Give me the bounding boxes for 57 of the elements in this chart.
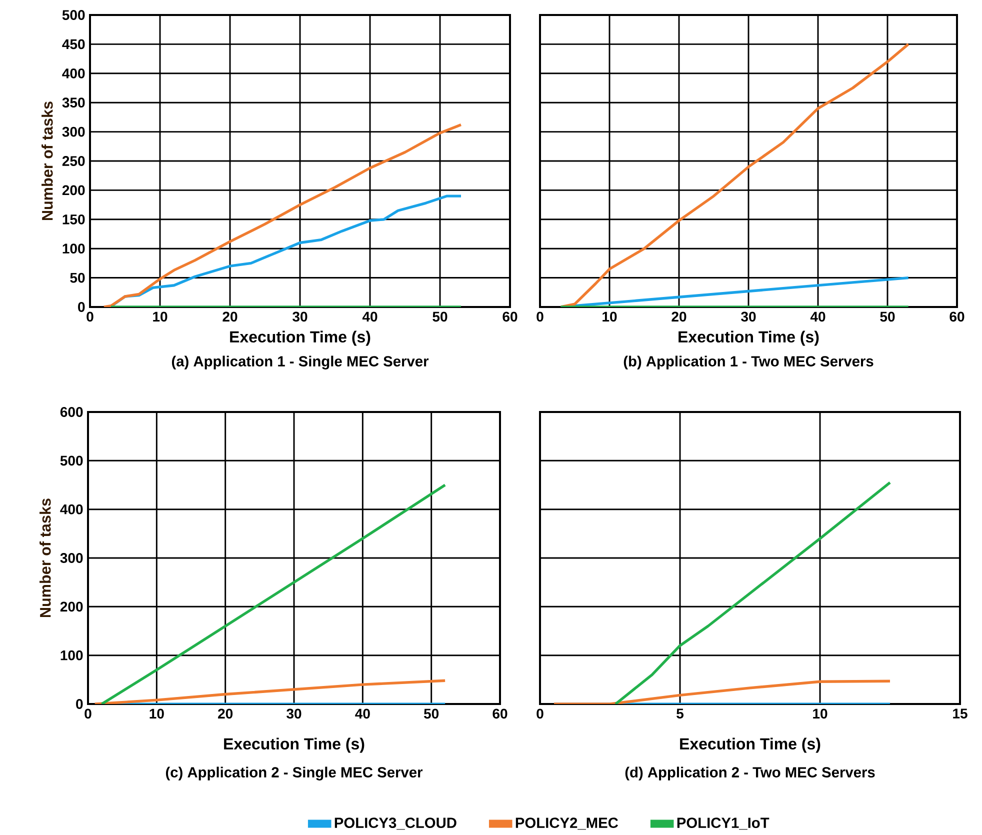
x-tick-label: 15 bbox=[953, 708, 968, 718]
x-tick-label: 5 bbox=[676, 708, 684, 718]
line-series bbox=[102, 123, 462, 307]
x-tick-label: 50 bbox=[880, 312, 895, 322]
text: (b) Application 1 - Two MEC Servers bbox=[624, 356, 874, 370]
x-axis-title: Execution Time (s) bbox=[680, 738, 820, 753]
x-tick-label: 30 bbox=[286, 708, 302, 719]
y-tick-label: 300 bbox=[62, 126, 85, 137]
y-tick-label: 400 bbox=[62, 68, 85, 78]
x-tick-label: 20 bbox=[672, 312, 686, 322]
x-tick-label: 40 bbox=[810, 312, 826, 322]
x-tick-label: 10 bbox=[602, 312, 617, 322]
x-tick-label: 60 bbox=[950, 312, 964, 322]
y-tick-label: 250 bbox=[62, 156, 85, 166]
x-tick-label: 10 bbox=[813, 708, 828, 719]
legend-label: POLICY3_CLOUD bbox=[334, 818, 456, 830]
x-tick-label: 40 bbox=[362, 312, 378, 322]
text: (c) Application 2 - Single MEC Server bbox=[166, 766, 423, 780]
x-tick-label: 20 bbox=[218, 708, 233, 719]
y-tick-label: 150 bbox=[62, 214, 85, 224]
x-tick-label: 10 bbox=[153, 312, 168, 322]
legend-label: POLICY1_IoT bbox=[677, 818, 770, 830]
x-tick-label: 30 bbox=[741, 312, 756, 322]
x-tick-label: 60 bbox=[502, 312, 518, 322]
x-tick-label: 0 bbox=[536, 312, 544, 322]
x-axis-title: Execution Time (s) bbox=[230, 330, 370, 346]
y-tick-label: 0 bbox=[76, 698, 83, 709]
y-tick-label: 200 bbox=[62, 185, 85, 196]
y-tick-label: 500 bbox=[60, 456, 83, 466]
y-tick-label: 50 bbox=[70, 272, 85, 283]
x-tick-label: 20 bbox=[222, 312, 238, 322]
text: (a) Application 1 - Single MEC Server bbox=[172, 356, 429, 370]
x-axis-title: Execution Time (s) bbox=[224, 738, 364, 753]
x-tick-label: 50 bbox=[432, 312, 448, 322]
y-tick-label: 600 bbox=[60, 406, 83, 417]
x-axis-title: Execution Time (s) bbox=[678, 330, 819, 346]
legend-label: POLICY2_MEC bbox=[516, 818, 618, 830]
x-tick-label: 0 bbox=[86, 312, 94, 322]
y-tick-label: 0 bbox=[78, 302, 85, 312]
y-tick-label: 100 bbox=[60, 650, 83, 660]
y-tick-label: 450 bbox=[62, 39, 85, 50]
y-tick-label: 200 bbox=[60, 602, 83, 612]
x-tick-label: 0 bbox=[84, 708, 92, 719]
y-tick-label: 350 bbox=[62, 98, 85, 108]
y-tick-label: 400 bbox=[60, 504, 83, 514]
x-tick-label: 50 bbox=[424, 708, 439, 719]
x-tick-label: 30 bbox=[292, 312, 308, 322]
y-tick-label: 300 bbox=[60, 552, 83, 563]
text: (d) Application 2 - Two MEC Servers bbox=[625, 766, 875, 780]
x-tick-label: 10 bbox=[150, 708, 164, 719]
y-axis-title: Number of tasks bbox=[40, 498, 51, 617]
y-tick-label: 500 bbox=[62, 10, 85, 20]
x-tick-label: 60 bbox=[492, 708, 508, 719]
x-tick-label: 40 bbox=[355, 708, 370, 719]
x-tick-label: 0 bbox=[536, 708, 544, 719]
y-axis-title: Number of tasks bbox=[42, 101, 53, 220]
y-tick-label: 100 bbox=[62, 244, 85, 254]
